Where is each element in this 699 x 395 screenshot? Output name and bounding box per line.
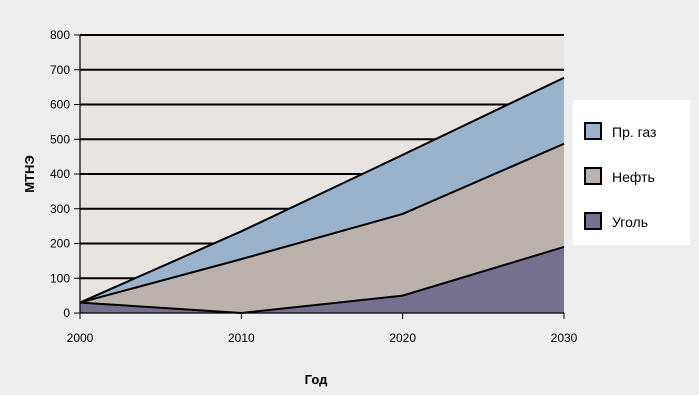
- legend: Пр. газ Нефть Уголь: [573, 100, 690, 245]
- y-tick-label-0: 0: [63, 306, 70, 320]
- y-tick-label-600: 600: [50, 98, 70, 112]
- y-tick-label-100: 100: [50, 271, 70, 285]
- x-tick-label-2020: 2020: [389, 331, 416, 345]
- area-Уголь: [80, 246, 564, 313]
- y-tick-label-300: 300: [50, 202, 70, 216]
- legend-swatch-Уголь: [584, 212, 602, 230]
- x-tick-label-2010: 2010: [228, 331, 255, 345]
- legend-swatch-Пр. газ: [584, 122, 602, 140]
- x-tick-label-2000: 2000: [67, 331, 94, 345]
- line-Уголь: [79, 246, 565, 315]
- legend-swatch-Нефть: [584, 167, 602, 185]
- x-axis-title: Год: [305, 372, 328, 387]
- legend-label-Пр. газ: Пр. газ: [612, 124, 656, 140]
- line-Пр. газ: [79, 76, 565, 304]
- y-tick-label-700: 700: [50, 63, 70, 77]
- x-tick-label-2030: 2030: [551, 331, 578, 345]
- y-tick-label-800: 800: [50, 28, 70, 42]
- y-tick-label-200: 200: [50, 237, 70, 251]
- y-tick-label-500: 500: [50, 132, 70, 146]
- y-tick-label-400: 400: [50, 167, 70, 181]
- line-Нефть: [79, 142, 565, 304]
- legend-label-Уголь: Уголь: [612, 214, 648, 230]
- legend-label-Нефть: Нефть: [612, 169, 655, 185]
- y-axis-title: МТНЭ: [22, 155, 37, 192]
